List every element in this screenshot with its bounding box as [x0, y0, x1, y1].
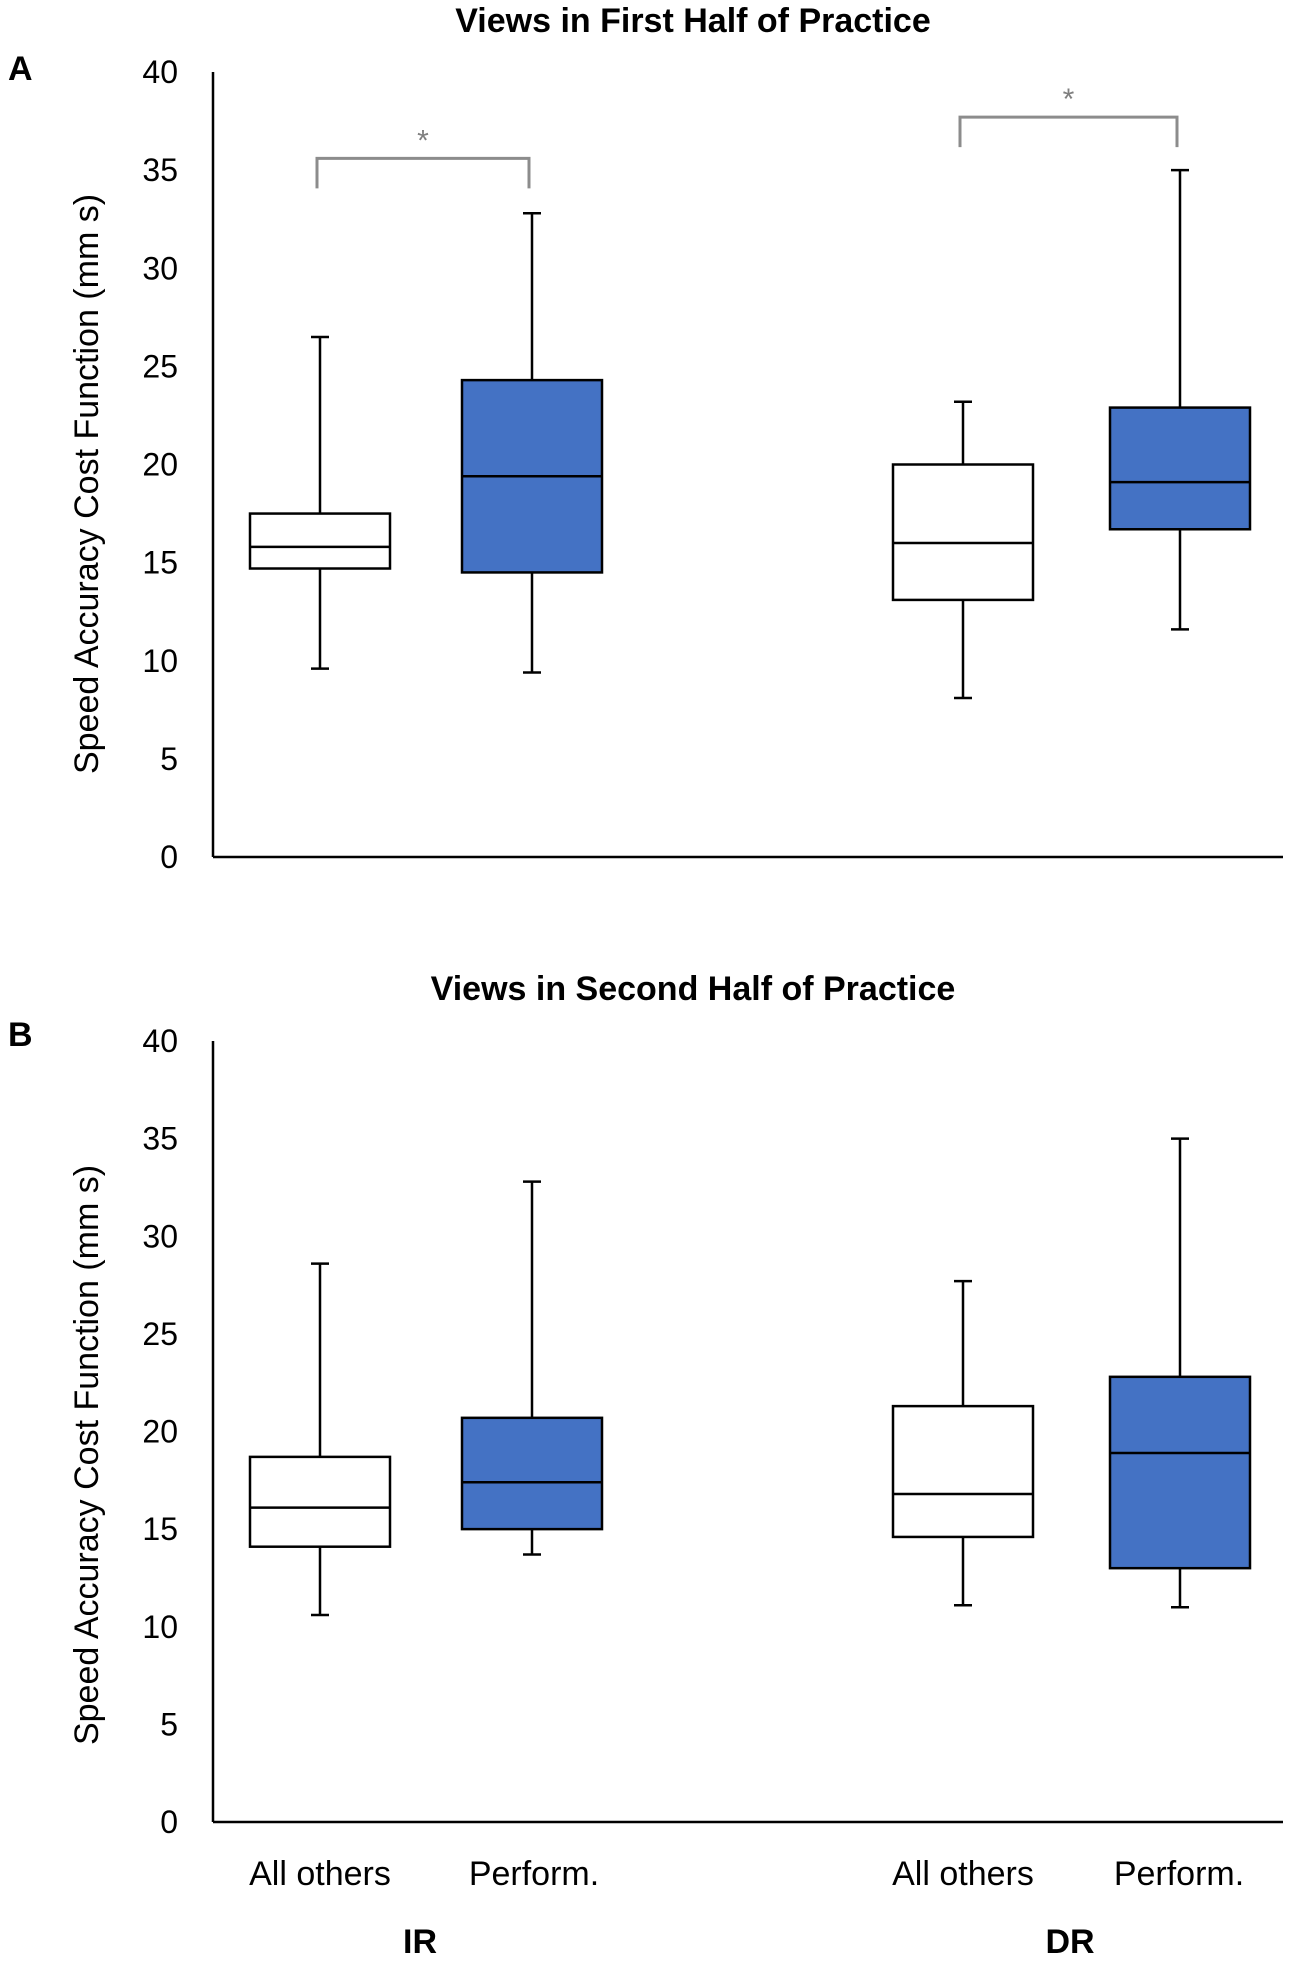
panel-a-y-tick-40: 40	[142, 54, 178, 90]
panel-a-significance-ir-star: *	[417, 124, 429, 157]
panel-b-title: Views in Second Half of Practice	[431, 970, 956, 1008]
group-label-ir: IR	[403, 1923, 437, 1961]
panel-a-y-tick-35: 35	[142, 152, 178, 188]
panel-b-ir-perform-box	[460, 1416, 604, 1531]
panel-a-dr-all-others-box	[891, 463, 1035, 602]
panel-a-y-tick-10: 10	[142, 643, 178, 679]
panel-b-y-tick-20: 20	[142, 1414, 178, 1450]
panel-a-boxes	[248, 168, 1252, 700]
panel-a-axis	[211, 72, 1283, 859]
panel-a-y-ticks: 0 5 10 15 20 25 30 35 40	[142, 54, 178, 875]
panel-b-y-tick-0: 0	[160, 1804, 178, 1840]
panel-a-y-tick-5: 5	[160, 741, 178, 777]
panel-a-y-tick-15: 15	[142, 545, 178, 581]
panel-b: Views in Second Half of Practice B Speed…	[8, 970, 1283, 1840]
panel-a-y-tick-30: 30	[142, 250, 178, 286]
panel-a-letter: A	[8, 50, 33, 88]
panel-a-significance-ir-bracket	[315, 156, 531, 189]
panel-a: Views in First Half of Practice A Speed …	[8, 2, 1283, 875]
x-axis-group-labels: IR DR	[403, 1923, 1095, 1961]
panel-b-y-tick-35: 35	[142, 1121, 178, 1157]
panel-a-y-tick-20: 20	[142, 447, 178, 483]
panel-b-y-tick-40: 40	[142, 1023, 178, 1059]
panel-b-letter: B	[8, 1016, 33, 1054]
panel-b-ir-all-others-box	[248, 1455, 392, 1548]
panel-b-y-ticks: 0 5 10 15 20 25 30 35 40	[142, 1023, 178, 1840]
panel-b-y-tick-5: 5	[160, 1706, 178, 1742]
panel-b-dr-perform-box	[1108, 1375, 1252, 1570]
panel-b-dr-all-others-box	[891, 1404, 1035, 1539]
group-label-dr: DR	[1045, 1923, 1094, 1961]
panel-a-y-tick-25: 25	[142, 348, 178, 384]
x-axis-category-labels: All others Perform. All others Perform.	[249, 1855, 1244, 1893]
panel-a-dr-perform-box	[1108, 406, 1252, 531]
panel-a-title: Views in First Half of Practice	[455, 2, 931, 40]
panel-b-y-tick-15: 15	[142, 1511, 178, 1547]
panel-b-axis	[211, 1041, 1283, 1824]
panel-a-ir-all-others-box	[248, 512, 392, 570]
panel-b-boxes	[248, 1137, 1252, 1617]
x-label-ir-all-others: All others	[249, 1855, 391, 1893]
x-label-dr-perform: Perform.	[1114, 1855, 1244, 1893]
panel-a-significance-dr-bracket	[958, 115, 1179, 148]
panel-a-y-tick-0: 0	[160, 839, 178, 875]
panel-a-significance-dr-star: *	[1063, 83, 1075, 116]
panel-b-y-tick-30: 30	[142, 1218, 178, 1254]
panel-a-y-axis-label: Speed Accuracy Cost Function (mm s)	[68, 194, 106, 774]
panel-b-y-tick-10: 10	[142, 1609, 178, 1645]
x-label-dr-all-others: All others	[892, 1855, 1034, 1893]
panel-b-y-axis-label: Speed Accuracy Cost Function (mm s)	[68, 1165, 106, 1745]
panel-b-y-tick-25: 25	[142, 1316, 178, 1352]
x-label-ir-perform: Perform.	[469, 1855, 599, 1893]
panel-a-significance: **	[315, 83, 1179, 189]
